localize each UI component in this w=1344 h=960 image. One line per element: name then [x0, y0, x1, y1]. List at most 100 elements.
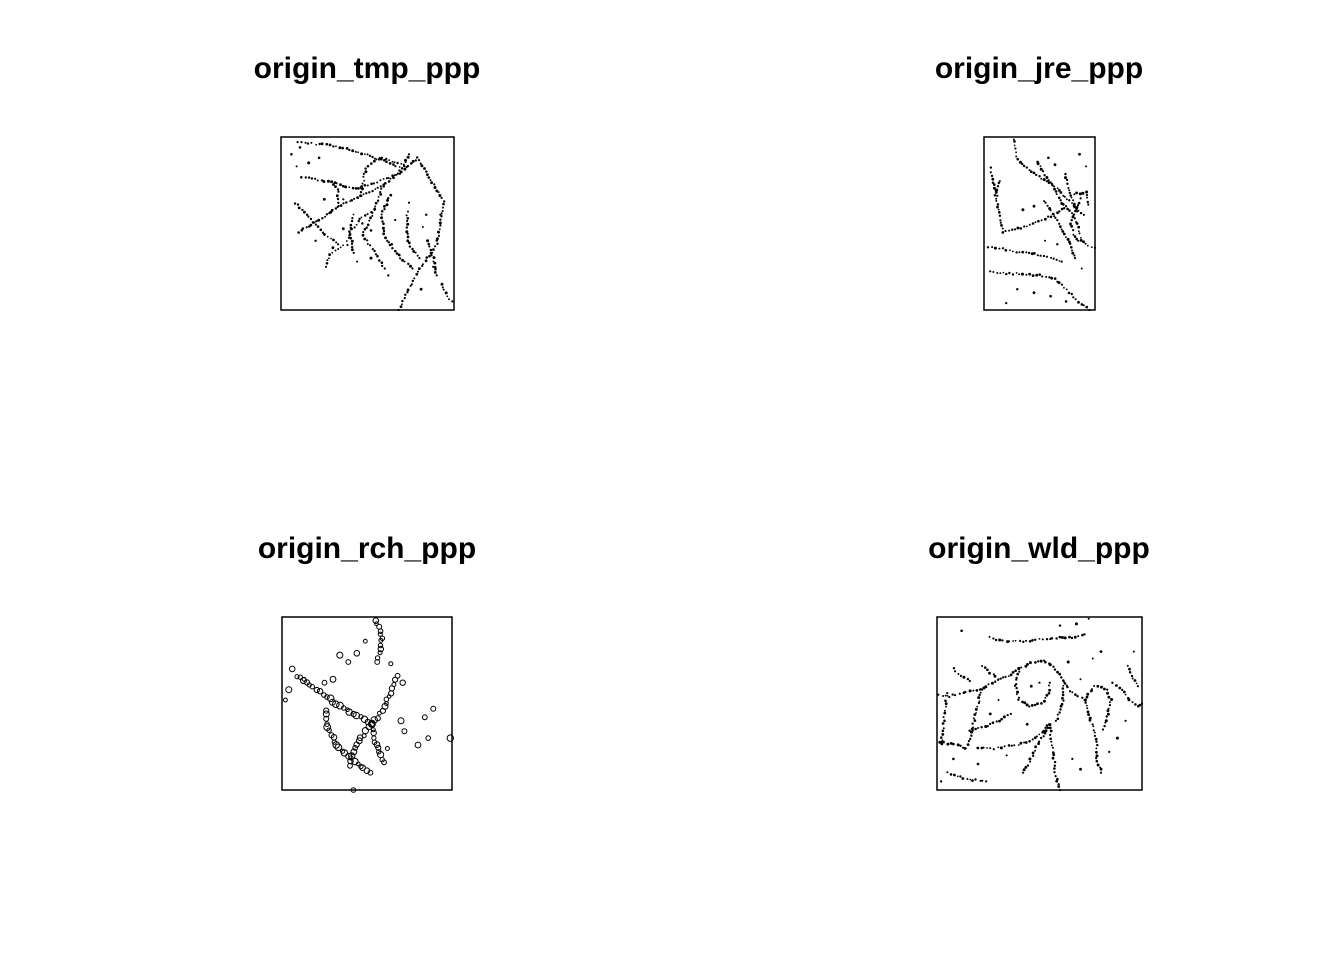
data-point	[1014, 147, 1017, 150]
data-point	[414, 251, 417, 254]
data-point	[972, 689, 975, 692]
data-point	[1064, 172, 1067, 176]
data-point	[1016, 157, 1019, 161]
data-point	[388, 661, 394, 667]
data-point	[326, 694, 335, 703]
data-point	[300, 141, 303, 144]
data-point	[389, 193, 393, 197]
data-point	[1063, 195, 1066, 198]
data-point	[1092, 725, 1095, 728]
data-point	[315, 220, 318, 223]
panel-title: origin_wld_ppp	[928, 532, 1150, 565]
data-point	[345, 659, 352, 665]
data-point	[310, 141, 313, 144]
data-point	[1029, 684, 1033, 688]
data-point	[996, 272, 999, 274]
data-point	[984, 685, 988, 689]
data-point	[1067, 187, 1070, 189]
data-point	[998, 719, 1001, 723]
data-point	[298, 146, 302, 149]
data-point	[1050, 744, 1053, 747]
data-point	[1071, 212, 1073, 215]
data-point	[372, 182, 375, 185]
data-point	[1025, 166, 1029, 169]
data-point	[1026, 764, 1030, 767]
data-point	[433, 261, 437, 265]
data-point	[1044, 239, 1046, 242]
data-point	[354, 187, 358, 190]
data-point	[1075, 206, 1079, 210]
data-point	[1031, 738, 1034, 741]
data-point	[352, 213, 355, 216]
data-point	[1066, 237, 1070, 241]
data-point	[407, 153, 411, 156]
data-point	[425, 170, 428, 173]
data-point	[1066, 207, 1069, 211]
data-point	[361, 187, 364, 191]
data-point	[1053, 277, 1057, 280]
data-point	[1085, 193, 1088, 197]
data-point	[433, 271, 437, 274]
data-point	[429, 179, 432, 182]
data-point	[305, 226, 308, 229]
data-point	[386, 239, 389, 242]
data-point	[1015, 151, 1017, 154]
data-point	[394, 249, 397, 253]
data-point	[1004, 675, 1007, 679]
data-point	[1033, 736, 1037, 740]
data-point	[1042, 254, 1045, 258]
data-point	[1133, 679, 1137, 682]
data-point	[1081, 191, 1085, 195]
data-point	[304, 141, 307, 144]
data-point	[1095, 754, 1099, 758]
data-point	[335, 182, 338, 185]
data-point	[1087, 617, 1090, 620]
data-point	[1065, 236, 1067, 239]
data-point	[373, 207, 377, 211]
data-point	[1028, 223, 1031, 226]
data-point	[325, 262, 329, 265]
data-point	[358, 763, 364, 770]
data-point	[995, 720, 998, 723]
data-point	[1045, 255, 1048, 258]
panel-title: origin_tmp_ppp	[254, 52, 481, 85]
data-point	[337, 201, 340, 204]
data-point	[1007, 744, 1011, 747]
data-point	[949, 773, 953, 776]
data-point	[363, 153, 366, 156]
data-point	[336, 205, 339, 208]
data-point	[1045, 275, 1048, 278]
data-point	[1009, 249, 1011, 252]
data-point	[419, 162, 422, 165]
data-point	[373, 159, 376, 163]
data-point	[392, 163, 395, 166]
data-point	[348, 148, 351, 152]
data-point	[371, 189, 374, 193]
data-point	[397, 253, 401, 257]
data-point	[1127, 698, 1131, 702]
data-point	[288, 665, 296, 673]
data-point	[341, 146, 345, 150]
data-point	[421, 263, 424, 266]
data-point	[956, 775, 959, 778]
data-point	[1095, 740, 1098, 743]
data-point	[992, 271, 995, 273]
data-point	[993, 183, 996, 186]
data-point	[1086, 244, 1089, 247]
data-point	[1107, 695, 1111, 699]
data-point	[366, 213, 369, 215]
data-point	[394, 165, 397, 168]
data-point	[1001, 227, 1004, 230]
data-point	[1052, 665, 1055, 668]
data-point	[1108, 701, 1111, 704]
data-point	[406, 288, 410, 292]
data-point	[365, 226, 368, 229]
data-point	[1050, 256, 1053, 259]
data-point	[966, 677, 970, 681]
data-point	[940, 742, 944, 746]
data-point	[319, 228, 323, 232]
data-point	[301, 227, 305, 230]
data-point	[988, 712, 992, 716]
data-point	[376, 181, 379, 184]
data-point	[1059, 191, 1063, 194]
